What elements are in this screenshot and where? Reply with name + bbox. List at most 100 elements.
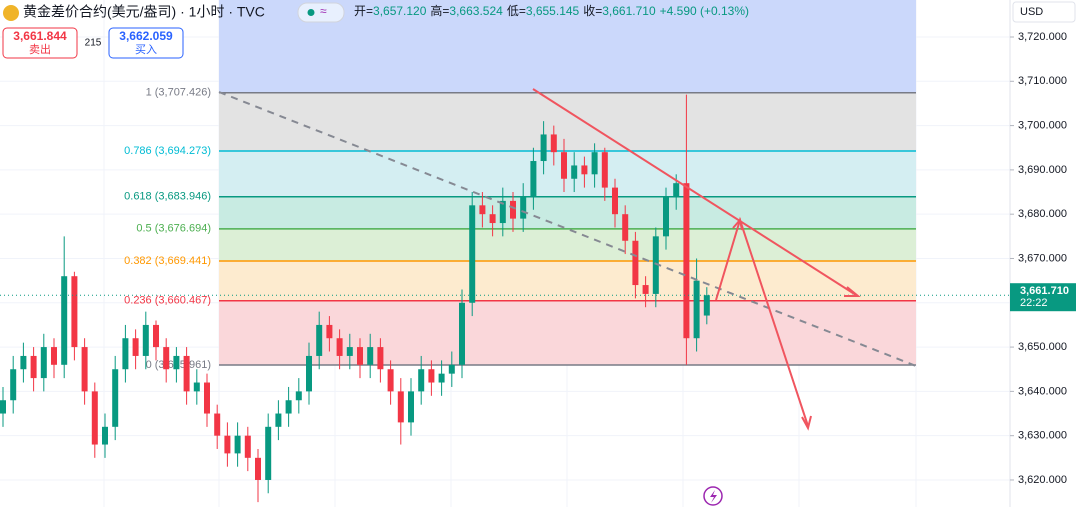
ohlc-value: 3,657.120 xyxy=(373,4,427,18)
spread: 215 xyxy=(85,38,102,49)
candle-body xyxy=(183,355,190,392)
candle-body xyxy=(428,369,435,383)
axis-labels: 3,620.000 3,630.000 3,640.000 3,650.000 3,66… xyxy=(1010,31,1076,486)
candle-body xyxy=(316,324,323,356)
candle-body xyxy=(51,347,57,365)
candle-body xyxy=(642,285,649,294)
fib-band xyxy=(219,150,916,197)
candle-body xyxy=(10,369,17,401)
y-tick-label: 3,720.000 xyxy=(1018,31,1067,43)
candle-body xyxy=(326,324,333,339)
y-tick-label: 3,650.000 xyxy=(1018,341,1067,353)
candle-body xyxy=(0,400,6,414)
candle-body xyxy=(295,391,302,401)
candle-body xyxy=(102,426,108,445)
candle-body xyxy=(346,347,353,356)
candle-body xyxy=(652,236,659,294)
status-dot xyxy=(307,9,315,16)
candle-body xyxy=(510,200,516,219)
arrow-head xyxy=(844,286,861,297)
candle-body xyxy=(622,214,629,241)
y-tick-label: 3,710.000 xyxy=(1018,75,1067,87)
candle-body xyxy=(703,295,710,316)
ohlc-key: 开= xyxy=(354,4,373,18)
candle-body xyxy=(306,355,312,392)
fib-band xyxy=(219,92,916,151)
fib-label: 0.618 (3,683.946) xyxy=(124,191,211,203)
candle-body xyxy=(81,347,88,392)
candle-body xyxy=(275,413,282,427)
candle-body xyxy=(357,347,363,365)
candle-body xyxy=(163,347,170,370)
candle-body xyxy=(71,276,78,348)
fib-label: 0.236 (3,660.467) xyxy=(124,295,211,307)
candle-body xyxy=(20,355,27,370)
currency-button[interactable] xyxy=(1012,1,1076,23)
candle-body xyxy=(581,165,588,175)
candle-body xyxy=(479,205,486,215)
y-tick-label: 3,620.000 xyxy=(1018,474,1067,486)
candle-body xyxy=(591,152,598,175)
candle-body xyxy=(91,391,98,445)
candle-body xyxy=(663,196,669,237)
candle-body xyxy=(693,280,700,339)
y-tick-label: 3,680.000 xyxy=(1018,208,1067,220)
y-tick-label: 3,690.000 xyxy=(1018,164,1067,176)
candle-body xyxy=(61,276,68,365)
price-axis xyxy=(1010,0,1080,507)
y-tick-label: 3,670.000 xyxy=(1018,252,1067,264)
candle-body xyxy=(193,382,200,392)
lightning xyxy=(710,490,717,503)
candle-body xyxy=(499,200,506,224)
candle-body xyxy=(520,196,527,219)
candle-body xyxy=(265,426,272,480)
candle-body xyxy=(489,214,496,224)
candle-body xyxy=(234,435,241,454)
currency: USD xyxy=(1020,6,1043,18)
candle-body xyxy=(683,183,690,339)
candle-body xyxy=(112,369,119,427)
plot xyxy=(0,94,1010,503)
candle-body xyxy=(387,369,394,392)
candle-body xyxy=(173,355,180,370)
candle-body xyxy=(438,373,445,383)
candle-body xyxy=(612,187,618,215)
fib-label: 0.382 (3,669.441) xyxy=(124,255,211,267)
last-price: 3,661.710 xyxy=(1020,285,1069,297)
fib-label: 0.786 (3,694.273) xyxy=(124,145,211,157)
candle-body xyxy=(285,400,292,414)
y-tick-label: 3,630.000 xyxy=(1018,430,1067,442)
change: +4.590 (+0.13%) xyxy=(660,4,749,18)
fib-band xyxy=(219,228,916,261)
candle-body xyxy=(540,134,547,162)
y-tick-label: 3,700.000 xyxy=(1018,119,1067,131)
symbol-icon xyxy=(3,5,19,21)
ohlc-value: 3,655.145 xyxy=(526,4,580,18)
buy-price: 3,662.059 xyxy=(119,29,173,43)
candle-body xyxy=(224,435,231,454)
candle-body xyxy=(377,347,384,370)
candle-body xyxy=(255,457,261,480)
last-price-tag xyxy=(1010,283,1076,312)
candle-body xyxy=(244,435,251,458)
dashed-trendline xyxy=(218,91,917,367)
sell-button[interactable] xyxy=(2,27,78,59)
candle-body xyxy=(469,205,476,303)
fib-band xyxy=(219,196,916,229)
candle-body xyxy=(367,347,374,365)
background: 1 (3,707.426) 0.786 (3,694.273) 0.618 (3,6… xyxy=(0,0,1010,507)
symbol-title: 黄金差价合约(美元/盎司) · 1小时 · TVC xyxy=(23,4,265,20)
countdown: 22:22 xyxy=(1020,297,1048,309)
fib-label: 1 (3,707.426) xyxy=(146,87,211,99)
ohlc-key: 低= xyxy=(507,4,526,18)
sell-price: 3,661.844 xyxy=(13,29,67,43)
buy-button[interactable] xyxy=(108,27,184,59)
candle-body xyxy=(571,165,578,179)
candle-body xyxy=(142,324,149,356)
status-pill[interactable] xyxy=(297,2,345,23)
resistance-line xyxy=(532,88,857,296)
buy-label: 买入 xyxy=(135,43,157,56)
fib-band xyxy=(219,300,916,365)
